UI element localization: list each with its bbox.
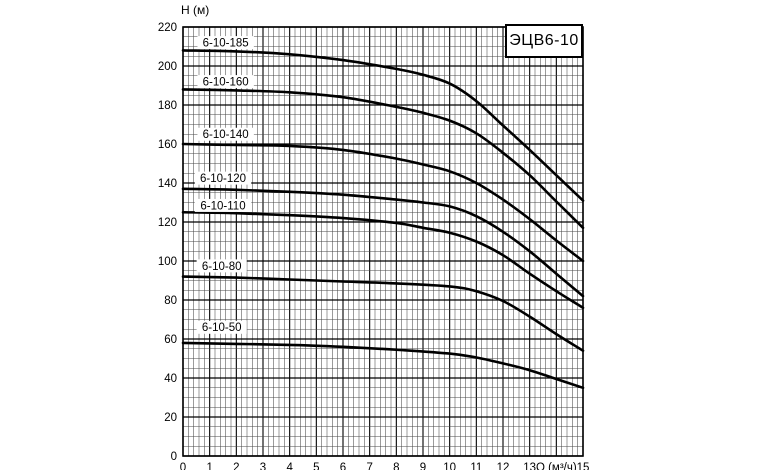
x-axis-ticks: 0 1 2 3 4 5 6 7 8 9 10 11 12 13 Q (м³/ч) 15	[180, 462, 590, 470]
pump-curves	[181, 49, 585, 390]
x-tick-label: 5	[313, 462, 319, 470]
x-tick-label: 2	[233, 462, 239, 470]
curve-6-10-50	[181, 341, 585, 390]
curve-labels: 6-10-185 6-10-160 6-10-140 6-10-120 6-10-110…	[194, 36, 254, 334]
y-tick-label: 120	[158, 217, 177, 229]
curve-label-6-10-80: 6-10-80	[202, 261, 242, 273]
curve-label-bg	[194, 171, 252, 185]
curve-label-bg	[197, 127, 254, 141]
y-tick-label: 140	[158, 178, 177, 190]
curve-6-10-140	[181, 142, 585, 263]
y-tick-label: 100	[158, 256, 177, 268]
x-tick-label: 4	[286, 462, 293, 470]
model-title-text: ЭЦВ6-10	[509, 32, 579, 49]
x-tick-label: 13	[523, 462, 536, 470]
plot-border	[182, 26, 584, 457]
curve-6-10-110	[181, 210, 585, 310]
y-tick-label: 80	[164, 295, 177, 307]
x-tick-label: 9	[420, 462, 426, 470]
y-tick-label: 20	[164, 412, 177, 424]
curve-6-10-80	[181, 275, 585, 352]
y-tick-label: 40	[164, 373, 177, 385]
curve-6-10-160	[181, 88, 585, 230]
x-tick-label: 15	[577, 462, 590, 470]
curve-label-bg	[196, 259, 247, 273]
y-tick-label: 60	[164, 334, 177, 346]
y-tick-label: 200	[158, 61, 177, 73]
y-tick-label: 160	[158, 139, 177, 151]
y-tick-label: 180	[158, 100, 177, 112]
x-tick-label: 7	[366, 462, 372, 470]
x-tick-label: 11	[470, 462, 482, 470]
x-tick-label: 8	[393, 462, 399, 470]
curve-label-6-10-50: 6-10-50	[202, 322, 242, 334]
y-tick-label: 0	[171, 451, 177, 463]
curve-label-6-10-120: 6-10-120	[200, 173, 246, 185]
x-tick-label: 12	[497, 462, 510, 470]
x-tick-label: 10	[443, 462, 456, 470]
curve-label-bg	[196, 320, 247, 334]
curve-label-6-10-140: 6-10-140	[203, 129, 249, 141]
curve-label-bg	[194, 198, 252, 212]
x-axis-unit-label: Q (м³/ч)	[536, 462, 577, 470]
curve-6-10-120	[181, 187, 585, 298]
curve-label-bg	[197, 36, 254, 50]
curve-label-6-10-185: 6-10-185	[203, 38, 249, 50]
x-tick-label: 0	[180, 462, 186, 470]
x-tick-label: 3	[260, 462, 266, 470]
model-title-box: ЭЦВ6-10	[505, 24, 583, 58]
y-tick-label: 220	[158, 22, 177, 34]
curve-label-bg	[197, 75, 254, 89]
x-tick-label: 6	[340, 462, 346, 470]
curve-6-10-185	[181, 49, 585, 202]
curve-label-6-10-160: 6-10-160	[203, 77, 249, 89]
x-tick-label: 1	[206, 462, 212, 470]
curve-label-6-10-110: 6-10-110	[200, 200, 245, 212]
y-axis-label: H (м)	[181, 3, 210, 17]
